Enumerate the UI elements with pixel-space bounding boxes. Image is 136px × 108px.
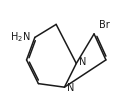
Text: Br: Br [99,20,110,30]
Text: $\mathregular{H_2N}$: $\mathregular{H_2N}$ [10,31,30,44]
Text: N: N [67,83,74,93]
Text: N: N [79,57,86,67]
